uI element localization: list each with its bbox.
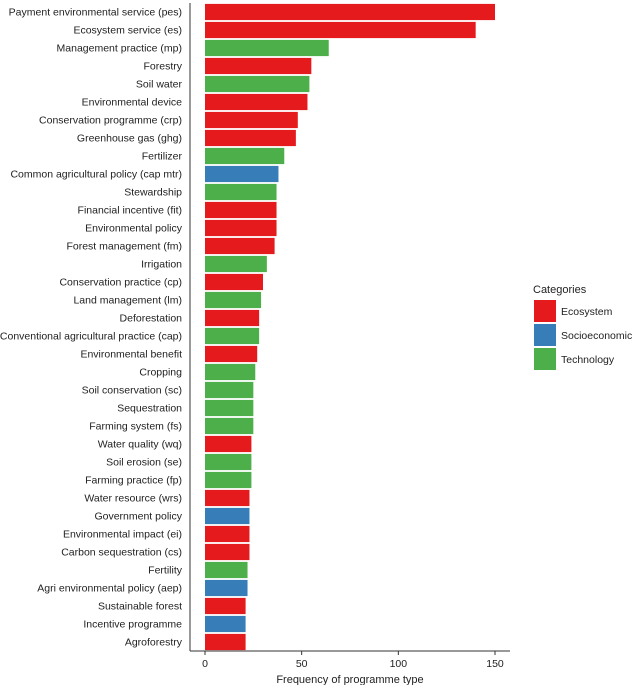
category-labels: Payment environmental service (pes) Ecosy… [0, 7, 183, 649]
category-label: Agroforestry [125, 637, 183, 649]
category-label: Environmental policy [85, 223, 183, 235]
category-label: Conventional agricultural practice (cap) [0, 331, 182, 343]
bar [205, 219, 277, 237]
bar [205, 255, 267, 273]
category-label: Common agricultural policy (cap mtr) [10, 169, 182, 181]
x-tick-label: 0 [202, 658, 208, 670]
category-label: Government policy [94, 511, 182, 523]
bar [205, 39, 329, 57]
category-label: Payment environmental service (pes) [9, 7, 182, 19]
category-label: Forestry [143, 61, 182, 73]
bar [205, 471, 252, 489]
bar [205, 111, 298, 129]
category-label: Incentive programme [83, 619, 182, 631]
bar [205, 291, 262, 309]
bar [205, 525, 250, 543]
category-label: Environmental impact (ei) [63, 529, 182, 541]
bar [205, 3, 495, 21]
bar [205, 201, 277, 219]
bar [205, 237, 275, 255]
category-label: Carbon sequestration (cs) [61, 547, 182, 559]
category-label: Management practice (mp) [57, 43, 182, 55]
category-label: Farming practice (fp) [85, 475, 182, 487]
bar [205, 399, 254, 417]
category-label: Soil water [136, 79, 183, 91]
category-label: Land management (lm) [73, 295, 182, 307]
bar [205, 435, 252, 453]
legend-title: Categories [533, 284, 587, 296]
category-label: Ecosystem service (es) [73, 25, 182, 37]
legend-label: Ecosystem [561, 306, 613, 318]
legend-label: Technology [561, 354, 615, 366]
category-label: Financial incentive (fit) [78, 205, 182, 217]
bar [205, 129, 296, 147]
bar [205, 309, 260, 327]
bar [205, 417, 254, 435]
bar [205, 507, 250, 525]
category-label: Fertilizer [142, 151, 183, 163]
x-axis: 0 50 100 150 [190, 650, 510, 670]
bar [205, 165, 279, 183]
category-label: Water quality (wq) [98, 439, 182, 451]
category-label: Agri environmental policy (aep) [37, 583, 182, 595]
bar [205, 57, 312, 75]
category-label: Stewardship [124, 187, 182, 199]
bar [205, 633, 246, 651]
legend: Categories Ecosystem Socioeconomic Technol… [533, 284, 632, 370]
category-label: Farming system (fs) [89, 421, 182, 433]
bar [205, 183, 277, 201]
bar [205, 327, 260, 345]
category-label: Soil conservation (sc) [82, 385, 182, 397]
legend-label: Socioeconomic [561, 330, 632, 342]
bar [205, 597, 246, 615]
bar [205, 615, 246, 633]
bar [205, 147, 285, 165]
x-axis-title: Frequency of programme type [276, 674, 423, 685]
category-label: Deforestation [120, 313, 183, 325]
x-tick-label: 100 [390, 658, 408, 670]
bars-group [205, 3, 495, 651]
bar [205, 561, 248, 579]
bar [205, 93, 308, 111]
bar [205, 579, 248, 597]
category-label: Irrigation [141, 259, 182, 271]
bar [205, 453, 252, 471]
bar [205, 75, 310, 93]
bar [205, 363, 256, 381]
bar [205, 21, 476, 39]
bar [205, 273, 263, 291]
category-label: Sequestration [117, 403, 182, 415]
category-label: Water resource (wrs) [84, 493, 182, 505]
category-label: Sustainable forest [98, 601, 182, 613]
category-label: Soil erosion (se) [106, 457, 182, 469]
category-label: Conservation programme (crp) [39, 115, 182, 127]
category-label: Forest management (fm) [66, 241, 182, 253]
x-tick-label: 150 [486, 658, 504, 670]
bar [205, 381, 254, 399]
category-label: Cropping [139, 367, 182, 379]
legend-swatch [534, 324, 556, 346]
category-label: Fertility [148, 565, 183, 577]
category-label: Environmental benefit [80, 349, 182, 361]
category-label: Environmental device [82, 97, 183, 109]
bar [205, 543, 250, 561]
legend-swatch [534, 300, 556, 322]
bar [205, 489, 250, 507]
category-label: Conservation practice (cp) [59, 277, 182, 289]
legend-swatch [534, 348, 556, 370]
bar [205, 345, 258, 363]
x-tick-label: 50 [296, 658, 308, 670]
category-label: Greenhouse gas (ghg) [77, 133, 182, 145]
